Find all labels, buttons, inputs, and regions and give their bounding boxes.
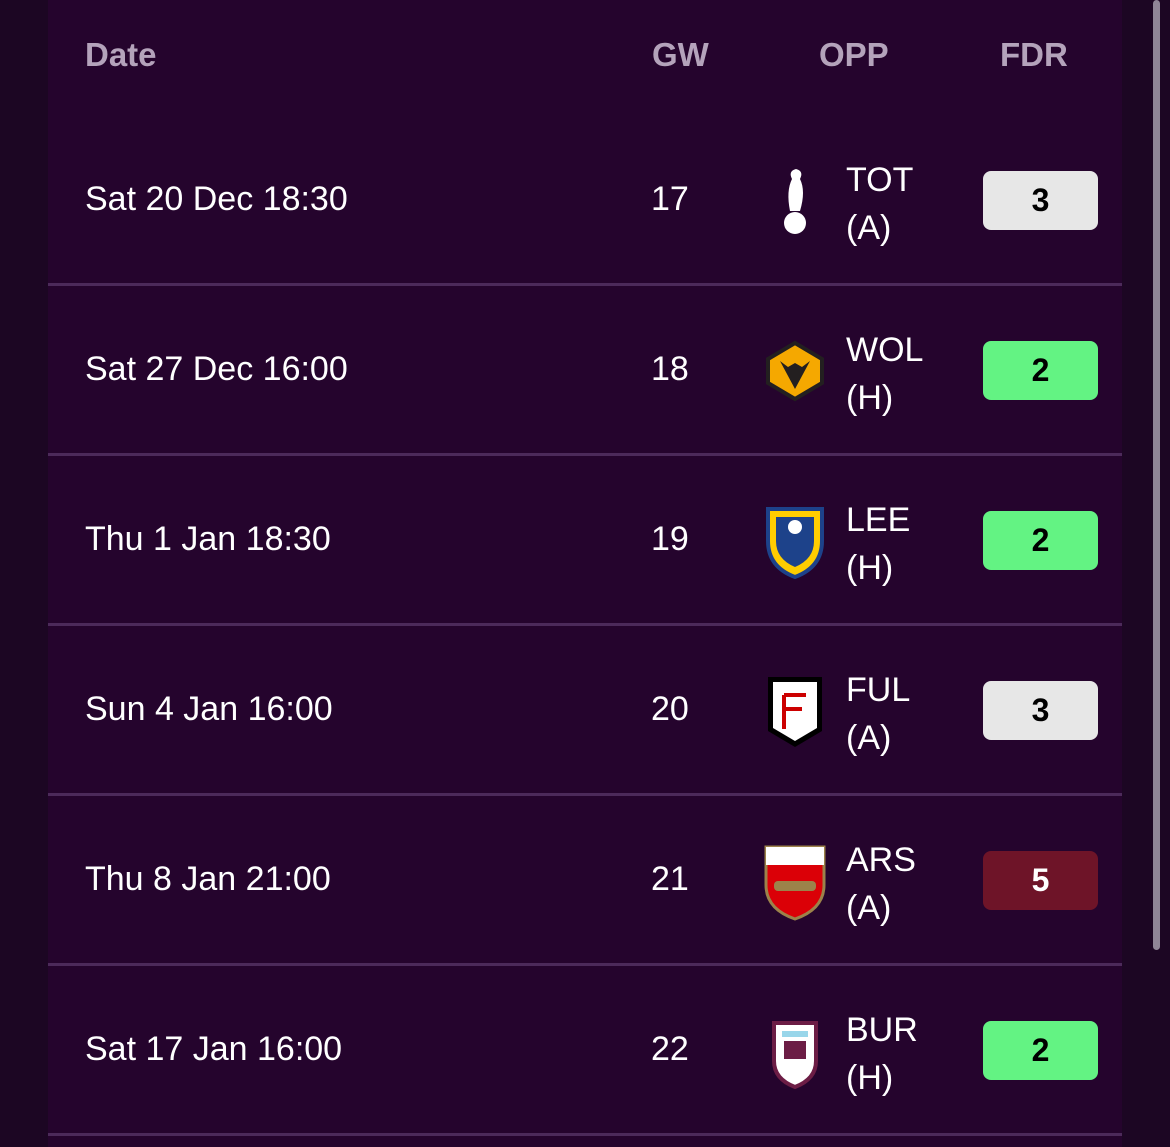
team-crest bbox=[760, 1011, 830, 1091]
team-code: TOT bbox=[846, 161, 914, 199]
venue: (A) bbox=[846, 719, 892, 757]
gameweek: 21 bbox=[651, 860, 689, 898]
team-crest bbox=[760, 161, 830, 241]
gameweek: 17 bbox=[651, 180, 689, 218]
fixtures-panel bbox=[48, 0, 1122, 1147]
opponent: LEE (H) bbox=[846, 496, 910, 592]
gameweek: 18 bbox=[651, 350, 689, 388]
team-code: ARS bbox=[846, 841, 916, 879]
opponent: WOL (H) bbox=[846, 326, 923, 422]
fixture-row: Sun 4 Jan 16:00 20 FUL (A) 3 bbox=[48, 626, 1122, 796]
team-crest bbox=[760, 331, 830, 411]
header-opp: OPP bbox=[819, 36, 889, 73]
gameweek: 19 bbox=[651, 520, 689, 558]
fdr-badge: 2 bbox=[983, 341, 1098, 400]
team-code: FUL bbox=[846, 671, 911, 709]
fixture-row: Thu 1 Jan 18:30 19 LEE (H) 2 bbox=[48, 456, 1122, 626]
fixture-row: Sat 20 Dec 18:30 17 TOT (A) 3 bbox=[48, 116, 1122, 286]
venue: (H) bbox=[846, 549, 894, 587]
fixture-date: Sat 20 Dec 18:30 bbox=[85, 180, 348, 218]
venue: (A) bbox=[846, 209, 892, 247]
fdr-badge: 3 bbox=[983, 171, 1098, 230]
opponent: BUR (H) bbox=[846, 1006, 918, 1102]
fixture-date: Sun 4 Jan 16:00 bbox=[85, 690, 333, 728]
gameweek: 20 bbox=[651, 690, 689, 728]
fixture-row: Sat 27 Dec 16:00 18 WOL (H) 2 bbox=[48, 286, 1122, 456]
fdr-badge: 5 bbox=[983, 851, 1098, 910]
fixture-row: Thu 8 Jan 21:00 21 ARS (A) 5 bbox=[48, 796, 1122, 966]
venue: (H) bbox=[846, 1059, 894, 1097]
fdr-badge: 2 bbox=[983, 511, 1098, 570]
fixture-date: Thu 8 Jan 21:00 bbox=[85, 860, 331, 898]
fdr-badge: 2 bbox=[983, 1021, 1098, 1080]
fixture-row: Sat 17 Jan 16:00 22 BUR (H) 2 bbox=[48, 966, 1122, 1136]
team-crest bbox=[760, 841, 830, 921]
team-code: LEE bbox=[846, 501, 911, 539]
header-gw: GW bbox=[652, 36, 709, 73]
fixture-date: Sat 17 Jan 16:00 bbox=[85, 1030, 343, 1068]
venue: (H) bbox=[846, 379, 894, 417]
team-code: WOL bbox=[846, 331, 924, 369]
scrollbar[interactable] bbox=[1153, 0, 1160, 950]
team-code: BUR bbox=[846, 1011, 918, 1049]
opponent: ARS (A) bbox=[846, 836, 916, 932]
fixture-date: Sat 27 Dec 16:00 bbox=[85, 350, 348, 388]
opponent: TOT (A) bbox=[846, 156, 913, 252]
header-date: Date bbox=[85, 36, 157, 73]
team-crest bbox=[760, 501, 830, 581]
header-fdr: FDR bbox=[1000, 36, 1068, 73]
gameweek: 22 bbox=[651, 1030, 689, 1068]
fixture-date: Thu 1 Jan 18:30 bbox=[85, 520, 331, 558]
opponent: FUL (A) bbox=[846, 666, 910, 762]
fdr-badge: 3 bbox=[983, 681, 1098, 740]
venue: (A) bbox=[846, 889, 892, 927]
team-crest bbox=[760, 671, 830, 751]
